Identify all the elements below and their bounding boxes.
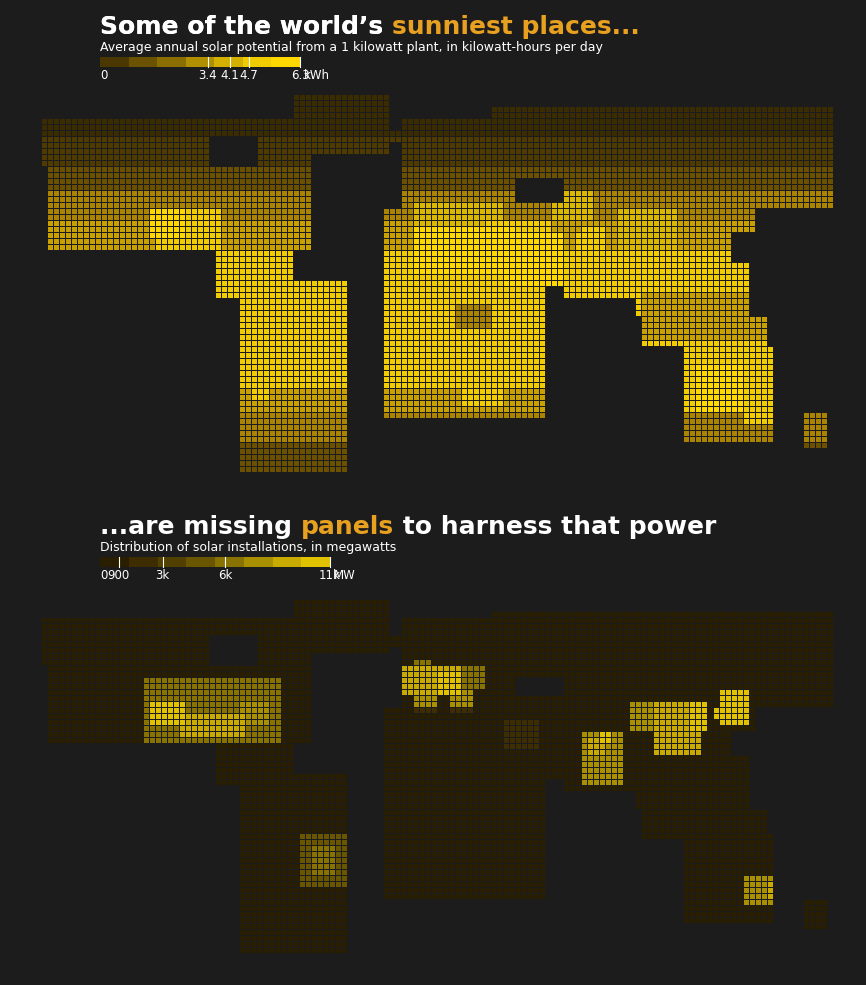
Text: 3.4: 3.4 <box>198 69 217 82</box>
Bar <box>158 557 186 567</box>
Text: 0: 0 <box>100 69 107 82</box>
Text: 4.1: 4.1 <box>221 69 240 82</box>
Text: 900: 900 <box>107 569 130 582</box>
Bar <box>186 557 215 567</box>
Text: ...are missing: ...are missing <box>100 515 301 539</box>
Text: Average annual solar potential from a 1 kilowatt plant, in kilowatt-hours per da: Average annual solar potential from a 1 … <box>100 41 603 54</box>
Bar <box>129 557 158 567</box>
Text: sunniest places...: sunniest places... <box>392 15 640 39</box>
Text: 3k: 3k <box>156 569 170 582</box>
Bar <box>157 57 185 67</box>
Text: Some of the world’s: Some of the world’s <box>100 15 392 39</box>
Text: 4.7: 4.7 <box>240 69 259 82</box>
Text: 6k: 6k <box>218 569 233 582</box>
Text: to harness that power: to harness that power <box>394 515 716 539</box>
Bar <box>215 557 243 567</box>
Text: 11k: 11k <box>319 569 341 582</box>
Text: Distribution of solar installations, in megawatts: Distribution of solar installations, in … <box>100 541 397 554</box>
Bar <box>100 557 129 567</box>
Text: kWh: kWh <box>304 69 330 82</box>
Text: Some of the world’s: Some of the world’s <box>100 15 392 39</box>
Bar <box>185 57 214 67</box>
Bar <box>242 57 271 67</box>
Bar <box>214 57 242 67</box>
Bar <box>128 57 157 67</box>
Text: MW: MW <box>334 569 356 582</box>
Bar <box>301 557 330 567</box>
Text: 6.3: 6.3 <box>291 69 309 82</box>
Bar <box>243 557 273 567</box>
Bar <box>271 57 300 67</box>
Text: panels: panels <box>301 515 394 539</box>
Bar <box>273 557 301 567</box>
Bar <box>100 57 128 67</box>
Text: 0: 0 <box>100 569 107 582</box>
